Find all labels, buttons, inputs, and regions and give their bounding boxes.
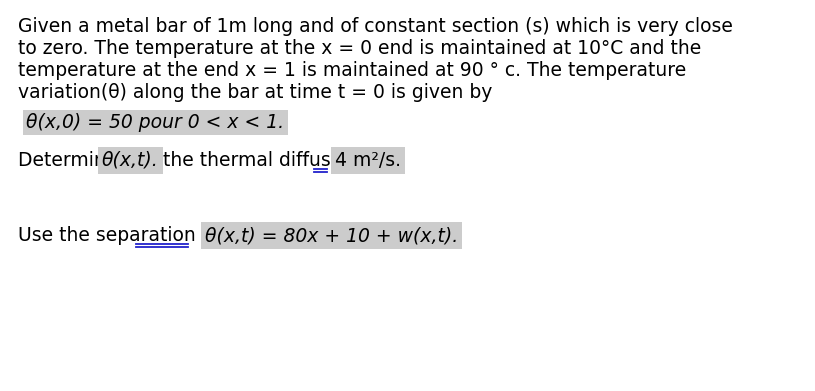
Text: variation(θ) along the bar at time t = 0 is given by: variation(θ) along the bar at time t = 0… bbox=[18, 83, 492, 102]
Text: the thermal diffusivity is: the thermal diffusivity is bbox=[157, 151, 398, 170]
Text: Use the separation variable: Use the separation variable bbox=[18, 226, 284, 245]
Text: Given a metal bar of 1m long and of constant section (s) which is very close: Given a metal bar of 1m long and of cons… bbox=[18, 17, 733, 36]
Text: 4 m²/s.: 4 m²/s. bbox=[335, 151, 401, 170]
Text: θ(x,t).: θ(x,t). bbox=[102, 151, 159, 170]
Text: temperature at the end x = 1 is maintained at 90 ° c. The temperature: temperature at the end x = 1 is maintain… bbox=[18, 61, 686, 80]
Text: to zero. The temperature at the x = 0 end is maintained at 10°C and the: to zero. The temperature at the x = 0 en… bbox=[18, 39, 701, 58]
Text: Determine: Determine bbox=[18, 151, 123, 170]
Text: θ(x,0) = 50 pour 0 < x < 1.: θ(x,0) = 50 pour 0 < x < 1. bbox=[26, 113, 284, 132]
Text: θ(x,t) = 80x + 10 + w(x,t).: θ(x,t) = 80x + 10 + w(x,t). bbox=[205, 226, 458, 245]
